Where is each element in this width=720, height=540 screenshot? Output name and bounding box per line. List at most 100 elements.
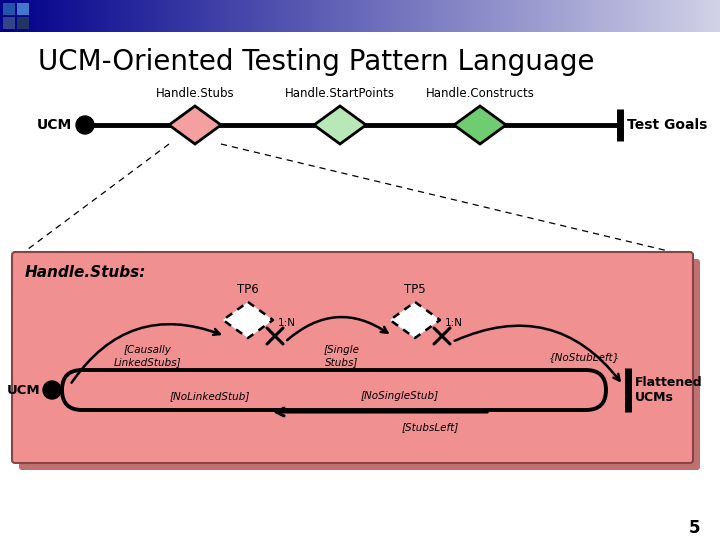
Text: Handle.Stubs:: Handle.Stubs: bbox=[25, 265, 146, 280]
Bar bbox=[674, 0, 677, 32]
Bar bbox=[210, 0, 213, 32]
Bar bbox=[274, 0, 277, 32]
Text: Test Goals: Test Goals bbox=[627, 118, 707, 132]
Bar bbox=[316, 0, 319, 32]
Bar bbox=[364, 0, 367, 32]
Bar bbox=[276, 0, 279, 32]
Bar bbox=[434, 0, 437, 32]
Bar bbox=[208, 0, 211, 32]
Bar bbox=[334, 0, 337, 32]
Bar bbox=[260, 0, 263, 32]
Bar bbox=[402, 0, 405, 32]
Bar bbox=[74, 0, 77, 32]
Bar bbox=[548, 0, 551, 32]
Bar bbox=[268, 0, 271, 32]
Bar bbox=[560, 0, 563, 32]
Bar bbox=[624, 0, 627, 32]
Bar bbox=[98, 0, 101, 32]
Bar bbox=[362, 0, 365, 32]
Bar bbox=[598, 0, 601, 32]
Bar bbox=[292, 0, 295, 32]
Bar bbox=[718, 0, 720, 32]
Bar bbox=[614, 0, 617, 32]
Bar bbox=[676, 0, 679, 32]
Bar bbox=[86, 0, 89, 32]
Bar bbox=[696, 0, 699, 32]
Bar bbox=[172, 0, 175, 32]
Bar bbox=[714, 0, 717, 32]
Bar bbox=[700, 0, 703, 32]
Bar bbox=[570, 0, 573, 32]
Bar bbox=[198, 0, 201, 32]
Bar bbox=[228, 0, 231, 32]
Bar bbox=[640, 0, 643, 32]
Bar bbox=[168, 0, 171, 32]
Bar bbox=[526, 0, 529, 32]
Text: [Single
Stubs]: [Single Stubs] bbox=[324, 345, 360, 367]
Bar bbox=[280, 0, 283, 32]
Circle shape bbox=[43, 381, 61, 399]
Bar bbox=[600, 0, 603, 32]
Bar bbox=[702, 0, 705, 32]
Bar bbox=[12, 0, 15, 32]
Bar bbox=[22, 0, 25, 32]
Bar bbox=[460, 0, 463, 32]
Bar bbox=[554, 0, 557, 32]
Bar bbox=[476, 0, 479, 32]
Bar bbox=[612, 0, 615, 32]
Bar bbox=[270, 0, 273, 32]
Bar bbox=[520, 0, 523, 32]
Polygon shape bbox=[390, 302, 440, 338]
Bar bbox=[240, 0, 243, 32]
Bar bbox=[408, 0, 411, 32]
Bar bbox=[332, 0, 335, 32]
Bar bbox=[62, 0, 65, 32]
Bar bbox=[66, 0, 69, 32]
Bar bbox=[666, 0, 669, 32]
Bar bbox=[162, 0, 165, 32]
Bar bbox=[2, 0, 5, 32]
Bar bbox=[620, 0, 623, 32]
Bar bbox=[686, 0, 689, 32]
Bar bbox=[110, 0, 113, 32]
Bar bbox=[378, 0, 381, 32]
Bar bbox=[138, 0, 141, 32]
Bar bbox=[622, 0, 625, 32]
Bar bbox=[692, 0, 695, 32]
Bar bbox=[108, 0, 111, 32]
Bar bbox=[24, 0, 27, 32]
Bar bbox=[152, 0, 155, 32]
Bar bbox=[682, 0, 685, 32]
Bar bbox=[52, 0, 55, 32]
Bar bbox=[662, 0, 665, 32]
Bar bbox=[630, 0, 633, 32]
Bar bbox=[580, 0, 583, 32]
Bar bbox=[40, 0, 43, 32]
Bar bbox=[326, 0, 329, 32]
Bar bbox=[646, 0, 649, 32]
Bar bbox=[38, 0, 41, 32]
Bar bbox=[462, 0, 465, 32]
Bar bbox=[290, 0, 293, 32]
Bar bbox=[320, 0, 323, 32]
Bar bbox=[314, 0, 317, 32]
Bar bbox=[482, 0, 485, 32]
Bar bbox=[448, 0, 451, 32]
Bar bbox=[20, 0, 23, 32]
Bar bbox=[380, 0, 383, 32]
Bar bbox=[204, 0, 207, 32]
Bar bbox=[428, 0, 431, 32]
Bar bbox=[17, 17, 29, 29]
Bar bbox=[118, 0, 121, 32]
Bar bbox=[684, 0, 687, 32]
Bar bbox=[264, 0, 267, 32]
Bar bbox=[30, 0, 33, 32]
Bar bbox=[32, 0, 35, 32]
Bar bbox=[36, 0, 39, 32]
Bar bbox=[344, 0, 347, 32]
Bar bbox=[226, 0, 229, 32]
Bar bbox=[552, 0, 555, 32]
Bar bbox=[164, 0, 167, 32]
Bar bbox=[338, 0, 341, 32]
Bar bbox=[688, 0, 691, 32]
